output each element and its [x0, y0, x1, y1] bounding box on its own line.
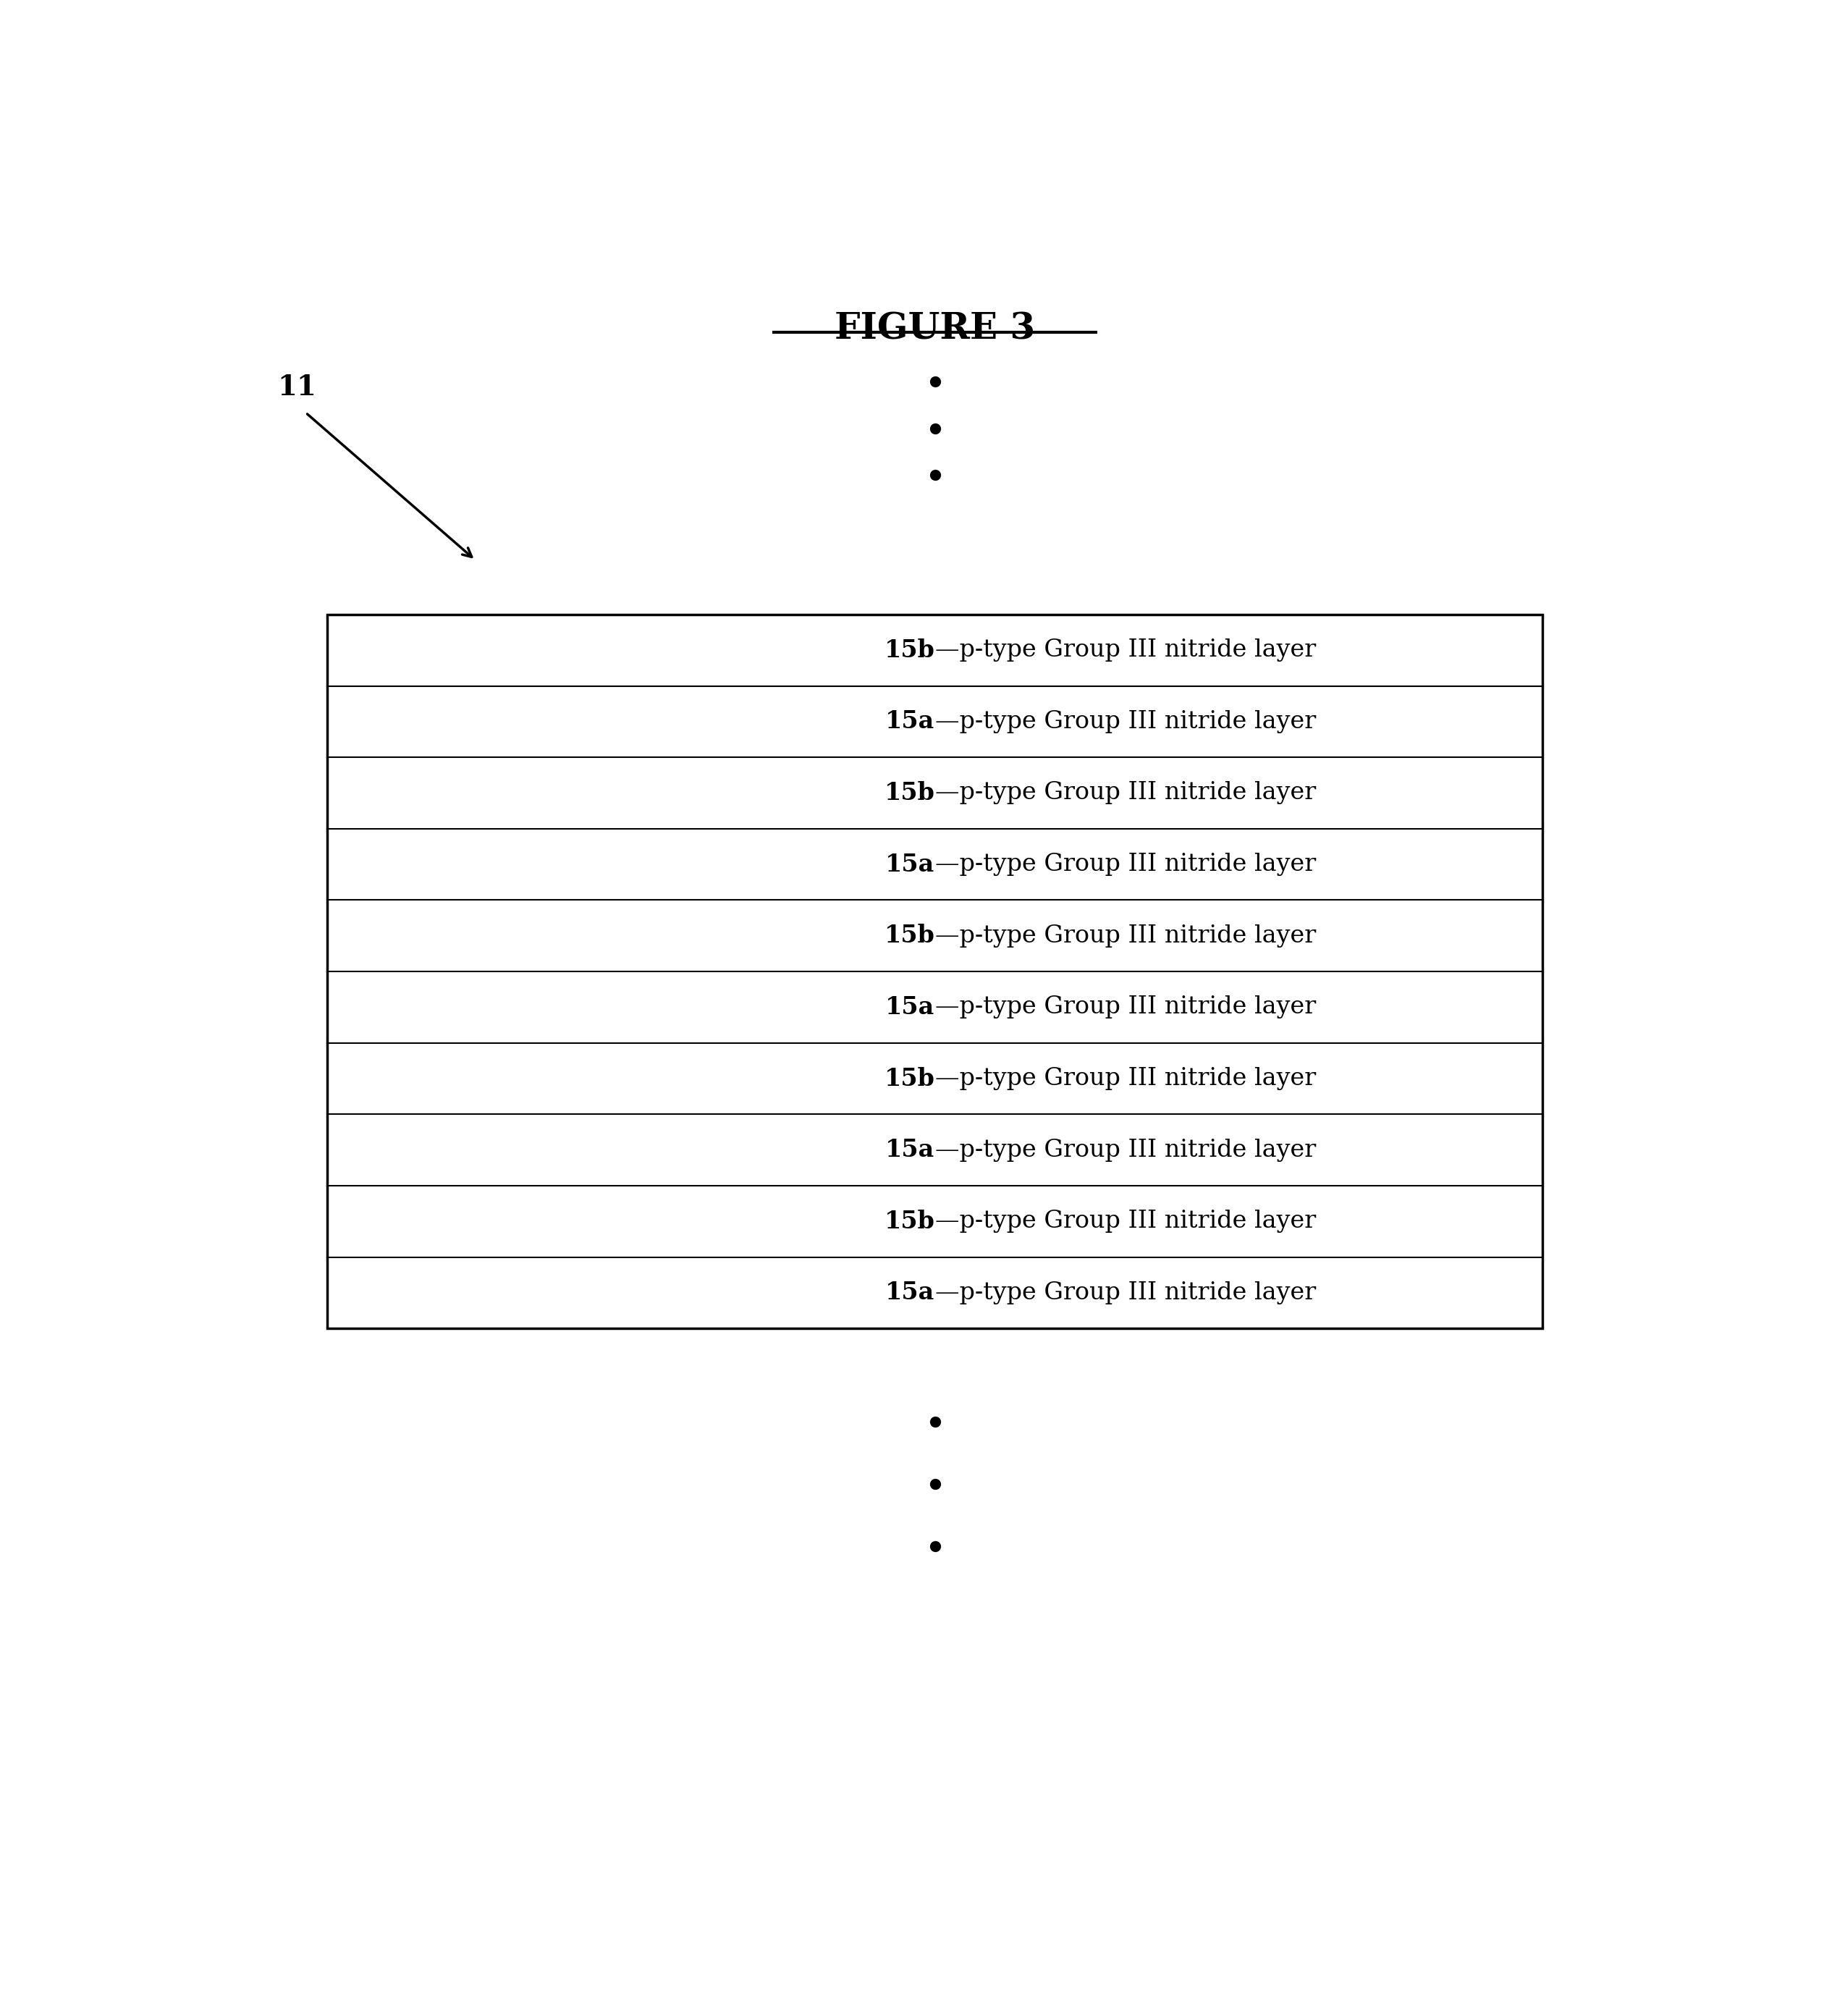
- Text: FIGURE 3: FIGURE 3: [834, 312, 1036, 347]
- Text: —p-type Group III nitride layer: —p-type Group III nitride layer: [934, 710, 1315, 734]
- Text: 15a: 15a: [885, 853, 934, 877]
- Text: 15b: 15b: [885, 1210, 934, 1234]
- Text: —p-type Group III nitride layer: —p-type Group III nitride layer: [934, 1210, 1315, 1234]
- Text: —p-type Group III nitride layer: —p-type Group III nitride layer: [934, 996, 1315, 1018]
- Text: 15a: 15a: [885, 996, 934, 1020]
- Text: —p-type Group III nitride layer: —p-type Group III nitride layer: [934, 923, 1315, 948]
- Text: 15b: 15b: [885, 639, 934, 661]
- Text: —p-type Group III nitride layer: —p-type Group III nitride layer: [934, 1282, 1315, 1304]
- Text: —p-type Group III nitride layer: —p-type Group III nitride layer: [934, 1139, 1315, 1161]
- Text: —p-type Group III nitride layer: —p-type Group III nitride layer: [934, 853, 1315, 877]
- Text: 11: 11: [277, 373, 317, 401]
- Text: 15a: 15a: [885, 1139, 934, 1161]
- Text: 15a: 15a: [885, 710, 934, 734]
- Text: —p-type Group III nitride layer: —p-type Group III nitride layer: [934, 782, 1315, 804]
- Text: 15b: 15b: [885, 923, 934, 948]
- Text: 15a: 15a: [885, 1280, 934, 1304]
- Text: —p-type Group III nitride layer: —p-type Group III nitride layer: [934, 639, 1315, 661]
- Bar: [326, 615, 1543, 1329]
- Text: 15b: 15b: [885, 1066, 934, 1091]
- Text: —p-type Group III nitride layer: —p-type Group III nitride layer: [934, 1066, 1315, 1091]
- Text: 15b: 15b: [885, 780, 934, 804]
